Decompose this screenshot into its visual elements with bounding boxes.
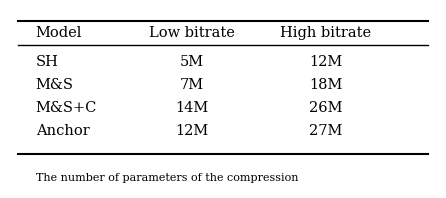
- Text: 14M: 14M: [175, 101, 208, 115]
- Text: 7M: 7M: [180, 78, 204, 92]
- Text: Model: Model: [36, 26, 82, 40]
- Text: Anchor: Anchor: [36, 124, 90, 138]
- Text: 12M: 12M: [309, 55, 342, 69]
- Text: Low bitrate: Low bitrate: [149, 26, 235, 40]
- Text: 5M: 5M: [180, 55, 204, 69]
- Text: M&S+C: M&S+C: [36, 101, 97, 115]
- Text: M&S: M&S: [36, 78, 74, 92]
- Text: High bitrate: High bitrate: [280, 26, 371, 40]
- Text: 27M: 27M: [309, 124, 342, 138]
- Text: The number of parameters of the compression: The number of parameters of the compress…: [36, 173, 298, 183]
- Text: SH: SH: [36, 55, 58, 69]
- Text: 18M: 18M: [309, 78, 342, 92]
- Text: 12M: 12M: [175, 124, 208, 138]
- Text: 26M: 26M: [309, 101, 343, 115]
